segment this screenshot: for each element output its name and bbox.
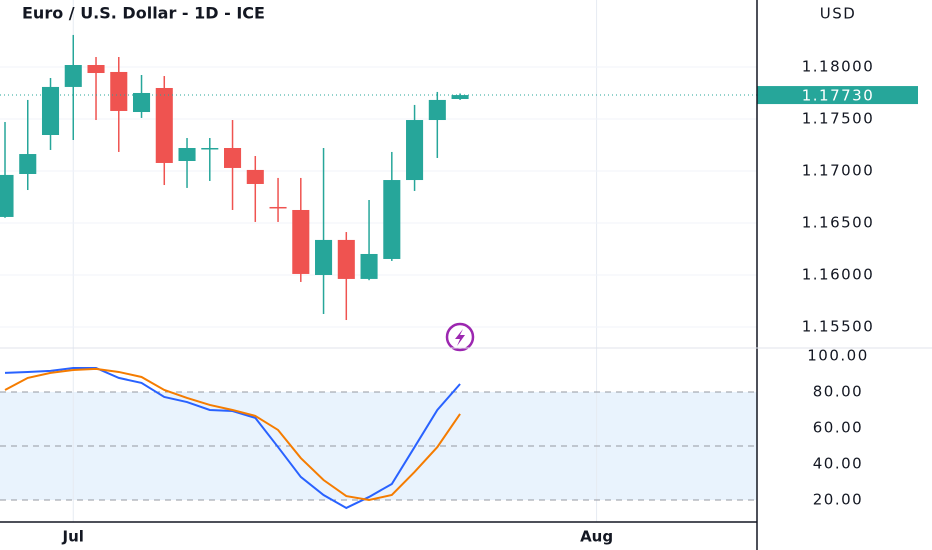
candle-body — [64, 65, 82, 87]
alert-icon — [445, 322, 475, 352]
candle-body — [87, 65, 105, 74]
stoch-line — [4, 366, 461, 510]
y-tick-label: 1.16500 — [802, 213, 875, 231]
candle-body — [246, 169, 264, 184]
candle-body — [132, 92, 151, 113]
candle-body — [383, 180, 401, 259]
y-tick-label: 1.17500 — [802, 109, 875, 127]
x-tick-label: Aug — [580, 528, 613, 546]
candle-body — [292, 209, 310, 274]
candle-body — [406, 120, 424, 181]
candle-body — [110, 71, 128, 111]
last-price-box — [757, 86, 918, 105]
candle-body — [360, 253, 378, 279]
candle-body — [41, 86, 60, 135]
y-tick-label: 40.00 — [813, 455, 863, 473]
y-tick-label: 1.17000 — [802, 161, 875, 179]
candle-body — [224, 147, 242, 168]
y-tick-label: 20.00 — [813, 491, 863, 509]
y-tick-label: 1.18000 — [802, 57, 875, 75]
y-tick-label: 60.00 — [813, 418, 863, 436]
candle-body — [428, 99, 446, 121]
axis-unit: USD — [820, 5, 857, 23]
y-tick-label: 1.15500 — [802, 317, 875, 335]
candle-body — [201, 147, 219, 150]
candle-body — [19, 154, 37, 174]
y-tick-label: 100.00 — [807, 346, 869, 364]
candle-body — [315, 239, 333, 275]
y-tick-label: 1.16000 — [802, 265, 875, 283]
candle-body — [451, 95, 469, 100]
last-price-label: 1.17730 — [802, 87, 875, 105]
x-tick-label: Jul — [62, 528, 84, 546]
candle-body — [269, 206, 287, 209]
chart-title: Euro / U.S. Dollar - 1D - ICE — [22, 4, 265, 23]
candle-body — [155, 87, 173, 163]
candle-body — [337, 239, 355, 279]
candle-body — [0, 174, 14, 217]
y-tick-label: 80.00 — [813, 382, 863, 400]
stoch-line — [4, 367, 461, 502]
candle-body — [178, 147, 196, 161]
